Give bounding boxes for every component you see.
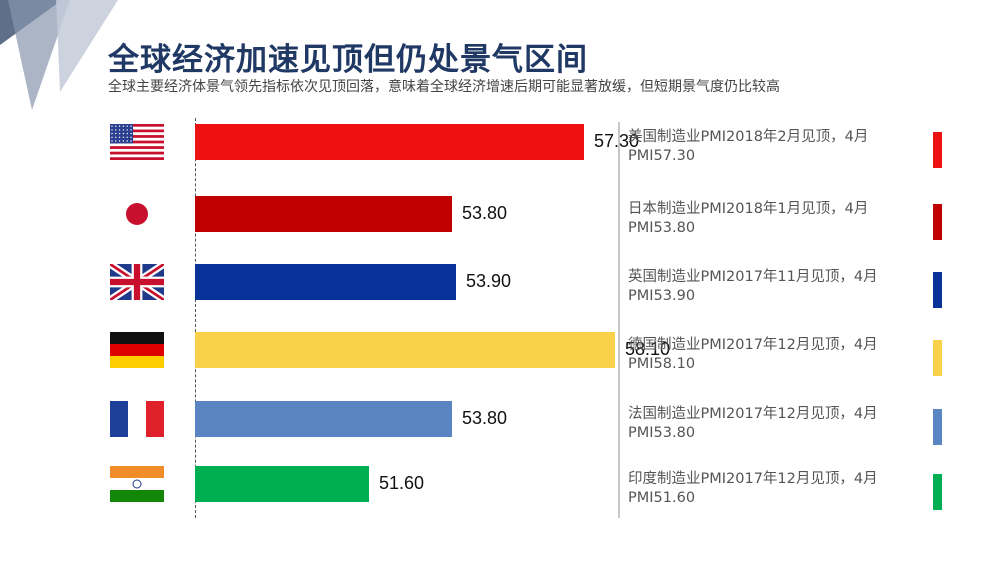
note-germany: 德国制造业PMI2017年12月见顶，4月 PMI58.10 (628, 336, 918, 374)
data-label-france: 53.80 (462, 408, 508, 428)
data-label-germany: 58.10 (625, 339, 671, 359)
note-india: 印度制造业PMI2017年12月见顶，4月 PMI51.60 (628, 470, 918, 508)
note-line2: PMI53.90 (628, 288, 696, 304)
data-label-us: 57.30 (594, 131, 640, 151)
color-marker-india (933, 474, 942, 510)
note-line1: 英国制造业PMI2017年11月见顶，4月 (628, 269, 878, 285)
notes-divider (618, 122, 620, 518)
page-title: 全球经济加速见顶但仍处景气区间 (108, 42, 588, 78)
note-line1: 印度制造业PMI2017年12月见顶，4月 (628, 471, 878, 487)
note-uk: 英国制造业PMI2017年11月见顶，4月 PMI53.90 (628, 268, 918, 306)
page-subtitle: 全球主要经济体景气领先指标依次见顶回落，意味着全球经济增速后期可能显著放缓，但短… (108, 79, 780, 95)
note-line2: PMI53.80 (628, 220, 696, 236)
bar-germany (195, 332, 615, 368)
bar-axis-line (195, 118, 196, 518)
color-marker-germany (933, 340, 942, 376)
germany-flag-icon (110, 332, 164, 368)
bar-india (195, 466, 369, 502)
note-line2: PMI58.10 (628, 356, 696, 372)
note-france: 法国制造业PMI2017年12月见顶，4月 PMI53.80 (628, 405, 918, 443)
color-marker-japan (933, 204, 942, 240)
note-line1: 法国制造业PMI2017年12月见顶，4月 (628, 406, 878, 422)
color-marker-uk (933, 272, 942, 308)
bar-japan (195, 196, 452, 232)
note-line1: 日本制造业PMI2018年1月见顶，4月 (628, 201, 869, 217)
bar-uk (195, 264, 456, 300)
us-flag-icon (110, 124, 164, 161)
color-marker-us (933, 132, 942, 168)
note-line2: PMI51.60 (628, 490, 696, 506)
note-line1: 美国制造业PMI2018年2月见顶，4月 (628, 129, 869, 145)
data-label-uk: 53.90 (466, 271, 512, 291)
bar-us (195, 124, 584, 160)
note-japan: 日本制造业PMI2018年1月见顶，4月 PMI53.80 (628, 200, 918, 238)
note-line1: 德国制造业PMI2017年12月见顶，4月 (628, 337, 878, 353)
bar-france (195, 401, 452, 437)
uk-flag-icon (108, 261, 166, 303)
india-flag-icon (110, 466, 164, 502)
data-label-japan: 53.80 (462, 203, 508, 223)
corner-decoration (0, 0, 118, 110)
note-line2: PMI57.30 (628, 148, 696, 164)
france-flag-icon (110, 401, 164, 437)
data-label-india: 51.60 (379, 473, 425, 493)
note-us: 美国制造业PMI2018年2月见顶，4月 PMI57.30 (628, 128, 918, 166)
color-marker-france (933, 409, 942, 445)
japan-flag-icon (110, 196, 164, 232)
note-line2: PMI53.80 (628, 425, 696, 441)
